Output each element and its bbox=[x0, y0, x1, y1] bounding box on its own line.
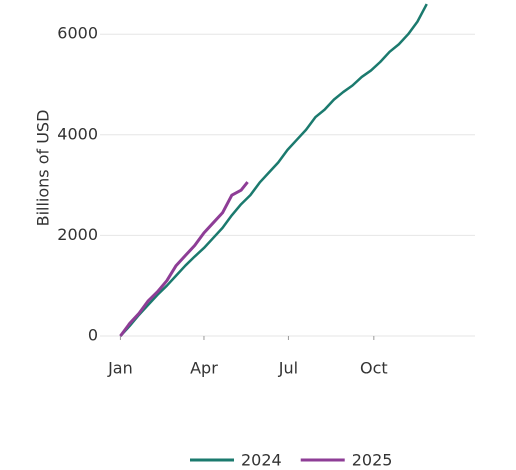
y-tick-label: 2000 bbox=[57, 225, 98, 244]
y-tick-label: 4000 bbox=[57, 124, 98, 143]
x-tick-label: Jan bbox=[107, 359, 133, 378]
x-tick-label: Jul bbox=[278, 359, 298, 378]
line-2024 bbox=[119, 3, 428, 337]
y-axis-title: Billions of USD bbox=[34, 110, 53, 227]
y-tick-label: 0 bbox=[88, 326, 98, 345]
legend-label: 2024 bbox=[241, 451, 282, 470]
legend-label: 2025 bbox=[352, 451, 393, 470]
x-tick-label: Oct bbox=[360, 359, 388, 378]
line-2025 bbox=[119, 181, 249, 337]
plot-area bbox=[119, 3, 428, 337]
x-tick-label: Apr bbox=[190, 359, 218, 378]
y-tick-label: 6000 bbox=[57, 24, 98, 43]
